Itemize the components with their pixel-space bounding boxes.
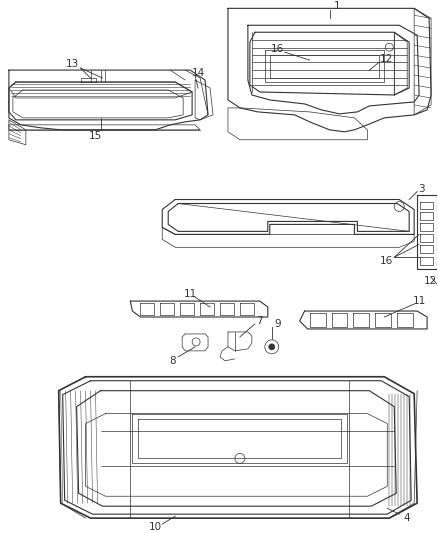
Text: 12: 12: [424, 276, 437, 286]
Text: 11: 11: [413, 296, 426, 306]
Text: 3: 3: [418, 183, 424, 193]
Circle shape: [269, 344, 275, 350]
Text: 8: 8: [169, 356, 176, 366]
Text: 9: 9: [275, 319, 281, 329]
Text: 13: 13: [66, 59, 79, 69]
Text: 10: 10: [149, 522, 162, 532]
Text: 14: 14: [191, 68, 205, 78]
Text: 7: 7: [257, 316, 263, 326]
Text: 16: 16: [271, 44, 284, 54]
Text: 11: 11: [184, 289, 197, 299]
Text: 15: 15: [89, 131, 102, 141]
Text: 4: 4: [404, 513, 410, 523]
Text: 12: 12: [380, 54, 393, 64]
Text: 16: 16: [380, 256, 393, 266]
Text: 1: 1: [334, 2, 341, 11]
